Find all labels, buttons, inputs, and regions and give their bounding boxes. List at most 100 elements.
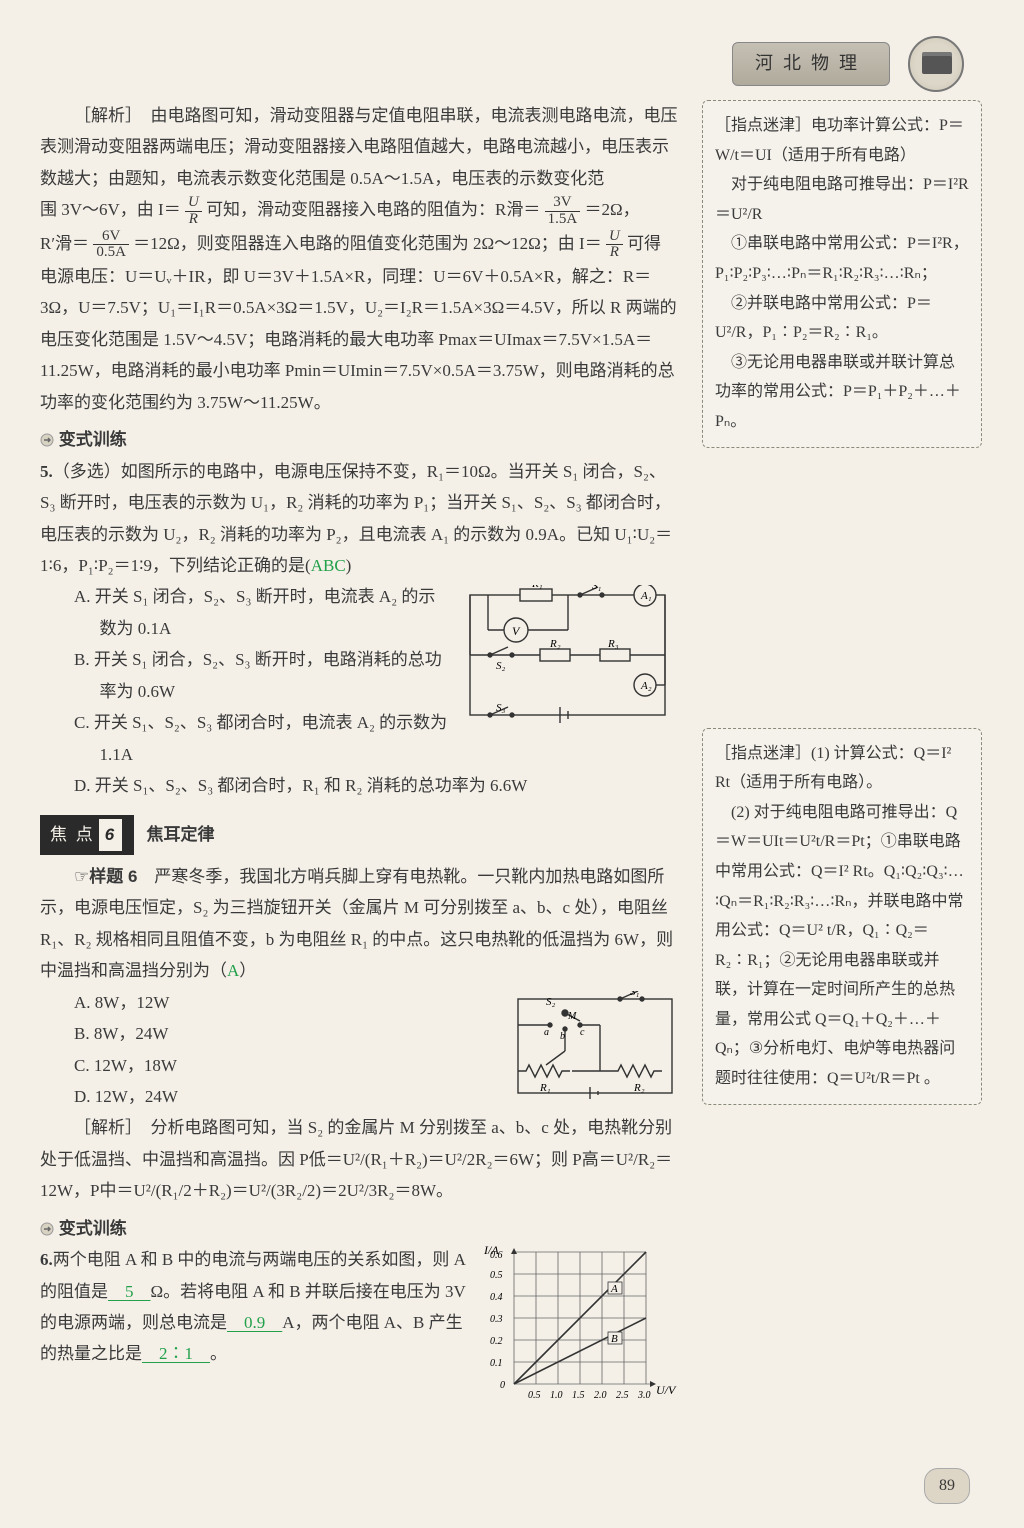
svg-text:0: 0: [500, 1380, 505, 1391]
ex6-answer: A: [227, 961, 239, 980]
a1-p2c: ＝2Ω，: [585, 200, 640, 219]
q6-p4: 。: [210, 1344, 227, 1363]
sb2-title: ［指点迷津］: [715, 745, 811, 762]
focus-title: 焦耳定律: [146, 825, 214, 844]
frac4-n: U: [606, 229, 623, 246]
q5-circuit-diagram: R₁ S₁ A₁ V S₂ R₂ R₃ S₃ A₂: [460, 585, 680, 725]
svg-text:S₂: S₂: [496, 660, 506, 672]
analysis-1-p3: R′滑＝ 6V0.5A ＝12Ω，则变阻器连入电路的阻值变化范围为 2Ω～12Ω…: [40, 228, 680, 261]
sidebar-tip-1: ［指点迷津］电功率计算公式：P＝W/t＝UI（适用于所有电路） 对于纯电阻电路可…: [702, 100, 982, 448]
q5-stem2: ): [346, 556, 352, 575]
variant-header-2: 变式训练: [40, 1213, 680, 1244]
svg-text:0.2: 0.2: [490, 1336, 503, 1347]
a1-p3c: 可得: [627, 234, 661, 253]
q5-answer: ABC: [311, 556, 346, 575]
fraction-UR: UR: [185, 195, 202, 228]
left-column: ［解析］ 由电路图可知，滑动变阻器与定值电阻串联，电流表测电路电流，电压表测滑动…: [40, 100, 680, 1414]
sb1-l5: ③无论用电器串联或并联计算总功率的常用公式：P＝P₁＋P₂＋…＋Pₙ。: [715, 348, 969, 437]
a1-p3a: R′滑＝: [40, 234, 89, 253]
sidebar-tip-2: ［指点迷津］(1) 计算公式：Q＝I² Rt（适用于所有电路）。 (2) 对于纯…: [702, 728, 982, 1105]
arrow-icon: [40, 1222, 54, 1236]
focus-badge-text: 焦 点: [50, 825, 95, 844]
svg-text:R₂: R₂: [633, 1082, 645, 1094]
q6-ans1: 5: [108, 1282, 151, 1301]
frac2-n: 3V: [545, 195, 581, 212]
svg-text:0.6: 0.6: [490, 1250, 503, 1261]
svg-text:1.0: 1.0: [550, 1390, 563, 1401]
arrow-icon: [40, 433, 54, 447]
svg-text:S₁: S₁: [592, 585, 602, 592]
sb1-l2: 对于纯电阻电路可推导出：P＝I²R＝U²/R: [715, 170, 969, 229]
svg-text:b: b: [560, 1031, 565, 1042]
q6-ans2: 0.9: [227, 1313, 282, 1332]
svg-text:2.0: 2.0: [594, 1390, 607, 1401]
q5-stem: 5.（多选）如图所示的电路中，电源电压保持不变，R₁＝10Ω。当开关 S₁ 闭合…: [40, 456, 680, 582]
svg-text:R₁: R₁: [531, 585, 543, 590]
ex6-circuit-diagram: S₂ S₁ M a b c R₁ R₂: [510, 991, 680, 1101]
sb1-title: ［指点迷津］: [715, 117, 811, 134]
frac2-d: 1.5A: [545, 212, 581, 228]
fraction-UR2: UR: [606, 229, 623, 262]
sb1-l4: ②并联电路中常用公式：P＝U²/R，P₁∶P₂＝R₂∶R₁。: [715, 289, 969, 348]
q6-ans3: 2∶1: [142, 1344, 210, 1363]
variant-header-2-text: 变式训练: [59, 1219, 127, 1238]
frac3-d: 0.5A: [93, 245, 129, 261]
svg-text:A₂: A₂: [640, 680, 652, 692]
analysis-label: ［解析］: [74, 106, 134, 125]
analysis-1-p4: 电源电压：U＝Uᵥ＋IR，即 U＝3V＋1.5A×R，同理：U＝6V＋0.5A×…: [40, 261, 680, 418]
svg-text:R₁: R₁: [539, 1082, 551, 1094]
svg-text:S₃: S₃: [496, 702, 506, 714]
analysis-2-label: ［解析］: [74, 1118, 134, 1137]
frac4-d: R: [606, 245, 623, 261]
subject-label: 河北物理: [732, 42, 890, 85]
svg-text:S₂: S₂: [546, 996, 556, 1008]
analysis-2-body: 分析电路图可知，当 S₂ 的金属片 M 分别拨至 a、b、c 处，电热靴分别处于…: [40, 1118, 672, 1200]
book-icon: [908, 36, 964, 92]
analysis-1-p2: 围 3V～6V，由 I＝ UR 可知，滑动变阻器接入电路的阻值为：R滑＝ 3V1…: [40, 194, 680, 227]
svg-text:R₃: R₃: [607, 638, 619, 650]
header-badge: 河北物理: [732, 36, 964, 92]
variant-header-text: 变式训练: [59, 430, 127, 449]
focus-number: 6: [97, 817, 124, 852]
q5-choice-D: D. 开关 S₁、S₂、S₃ 都闭合时，R₁ 和 R₂ 消耗的总功率为 6.6W: [74, 770, 680, 801]
variant-header-1: 变式训练: [40, 424, 680, 455]
focus-6-header: 焦 点6 焦耳定律: [40, 801, 680, 854]
ex6-stem: ☞样题 6 严寒冬季，我国北方哨兵脚上穿有电热靴。一只靴内加热电路如图所示，电源…: [40, 861, 680, 987]
page-number: 89: [924, 1468, 970, 1504]
q6-number: 6.: [40, 1250, 53, 1269]
svg-text:A: A: [610, 1283, 618, 1295]
right-column: ［指点迷津］电功率计算公式：P＝W/t＝UI（适用于所有电路） 对于纯电阻电路可…: [702, 100, 982, 1414]
svg-text:R₂: R₂: [549, 638, 561, 650]
frac1-d: R: [185, 212, 202, 228]
pointer-icon: ☞: [74, 867, 89, 886]
fraction-6V: 6V0.5A: [93, 229, 129, 262]
q5-stem1: （多选）如图所示的电路中，电源电压保持不变，R₁＝10Ω。当开关 S₁ 闭合，S…: [40, 462, 672, 575]
a1-p3b: ＝12Ω，则变阻器连入电路的阻值变化范围为 2Ω～12Ω；由 I＝: [133, 234, 602, 253]
sb1-l3: ①串联电路中常用公式：P＝I²R，P₁∶P₂∶P₃∶…∶Pₙ＝R₁∶R₂∶R₃∶…: [715, 229, 969, 288]
svg-text:U/V: U/V: [656, 1383, 677, 1397]
example-label: 样题 6: [89, 867, 137, 886]
svg-text:M: M: [567, 1011, 577, 1022]
svg-text:0.5: 0.5: [528, 1390, 541, 1401]
analysis-1-text1: 由电路图可知，滑动变阻器与定值电阻串联，电流表测电路电流，电压表测滑动变阻器两端…: [40, 106, 678, 188]
svg-text:0.5: 0.5: [490, 1270, 503, 1281]
fraction-3V: 3V1.5A: [545, 195, 581, 228]
sb2-l2: (2) 对于纯电阻电路可推导出：Q＝W＝UIt＝U²t/R＝Pt；①串联电路中常…: [715, 798, 969, 1094]
svg-text:0.4: 0.4: [490, 1292, 503, 1303]
svg-text:c: c: [580, 1027, 585, 1038]
ex6-stem2: ）: [239, 961, 256, 980]
focus-badge: 焦 点6: [40, 815, 134, 854]
svg-text:S₁: S₁: [630, 991, 640, 998]
svg-text:2.5: 2.5: [616, 1390, 629, 1401]
svg-text:0.1: 0.1: [490, 1358, 503, 1369]
main-content: ［解析］ 由电路图可知，滑动变阻器与定值电阻串联，电流表测电路电流，电压表测滑动…: [40, 100, 984, 1414]
svg-text:A₁: A₁: [640, 590, 652, 602]
svg-text:B: B: [611, 1333, 618, 1345]
svg-text:1.5: 1.5: [572, 1390, 585, 1401]
svg-text:a: a: [544, 1027, 549, 1038]
svg-text:3.0: 3.0: [637, 1390, 651, 1401]
a1-p2a: 围 3V～6V，由 I＝: [40, 200, 181, 219]
analysis-1-p1: ［解析］ 由电路图可知，滑动变阻器与定值电阻串联，电流表测电路电流，电压表测滑动…: [40, 100, 680, 194]
a1-p2b: 可知，滑动变阻器接入电路的阻值为：R滑＝: [206, 200, 540, 219]
analysis-2: ［解析］ 分析电路图可知，当 S₂ 的金属片 M 分别拨至 a、b、c 处，电热…: [40, 1112, 680, 1206]
